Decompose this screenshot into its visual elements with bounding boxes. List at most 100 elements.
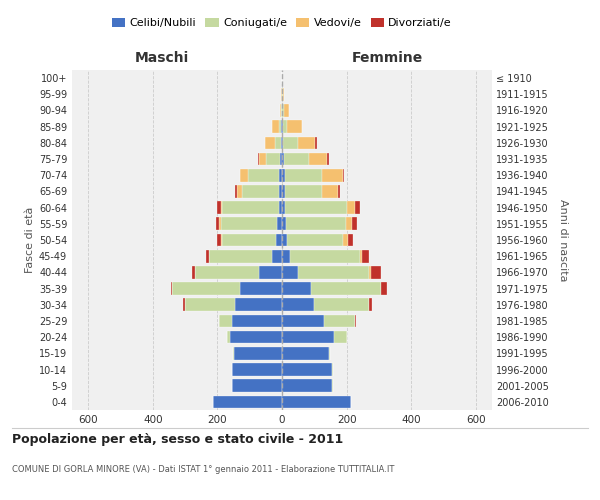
Bar [282, 136, 283, 149]
Bar [282, 152, 284, 166]
Bar [221, 234, 222, 246]
Bar [298, 266, 369, 278]
Bar [348, 234, 353, 246]
Bar [371, 266, 380, 278]
Bar [279, 202, 282, 214]
Bar [279, 185, 282, 198]
Bar [282, 298, 314, 311]
Bar [221, 218, 277, 230]
Bar [380, 282, 387, 295]
Bar [280, 104, 281, 117]
Bar [282, 234, 287, 246]
Bar [277, 218, 282, 230]
Bar [282, 120, 283, 133]
Bar [279, 169, 282, 181]
Bar [322, 185, 338, 198]
Bar [282, 282, 311, 295]
Bar [222, 234, 275, 246]
Bar [314, 298, 369, 311]
Bar [235, 298, 282, 311]
Bar [280, 152, 282, 166]
Bar [329, 347, 331, 360]
Bar [282, 250, 290, 262]
Bar [282, 314, 324, 328]
Bar [338, 185, 340, 198]
Bar [232, 314, 282, 328]
Bar [282, 169, 284, 181]
Text: Maschi: Maschi [135, 52, 189, 66]
Bar [242, 185, 279, 198]
Bar [369, 298, 373, 311]
Bar [222, 202, 279, 214]
Bar [284, 169, 322, 181]
Bar [266, 152, 280, 166]
Bar [240, 169, 248, 181]
Bar [283, 88, 284, 101]
Bar [282, 218, 286, 230]
Bar [240, 282, 282, 295]
Bar [352, 218, 357, 230]
Bar [275, 136, 281, 149]
Bar [298, 136, 315, 149]
Bar [282, 347, 329, 360]
Bar [265, 136, 275, 149]
Bar [334, 331, 347, 344]
Bar [282, 202, 285, 214]
Bar [221, 202, 222, 214]
Bar [281, 104, 282, 117]
Bar [369, 266, 371, 278]
Bar [359, 250, 362, 262]
Bar [282, 331, 334, 344]
Bar [258, 152, 259, 166]
Bar [315, 136, 317, 149]
Bar [235, 185, 237, 198]
Bar [248, 169, 279, 181]
Bar [233, 347, 282, 360]
Bar [347, 202, 355, 214]
Bar [184, 298, 185, 311]
Bar [282, 363, 332, 376]
Text: Popolazione per età, sesso e stato civile - 2011: Popolazione per età, sesso e stato civil… [12, 432, 343, 446]
Bar [322, 169, 343, 181]
Bar [216, 218, 219, 230]
Bar [219, 218, 221, 230]
Bar [272, 250, 282, 262]
Bar [279, 120, 281, 133]
Bar [237, 185, 242, 198]
Bar [259, 266, 282, 278]
Bar [212, 396, 282, 408]
Bar [324, 314, 355, 328]
Bar [327, 152, 329, 166]
Bar [217, 202, 221, 214]
Bar [227, 331, 230, 344]
Bar [206, 250, 209, 262]
Bar [217, 234, 221, 246]
Bar [281, 136, 282, 149]
Text: COMUNE DI GORLA MINORE (VA) - Dati ISTAT 1° gennaio 2011 - Elaborazione TUTTITAL: COMUNE DI GORLA MINORE (VA) - Dati ISTAT… [12, 466, 394, 474]
Bar [287, 120, 302, 133]
Bar [343, 234, 348, 246]
Bar [259, 152, 266, 166]
Legend: Celibi/Nubili, Coniugati/e, Vedovi/e, Divorziati/e: Celibi/Nubili, Coniugati/e, Vedovi/e, Di… [107, 13, 457, 32]
Bar [332, 380, 333, 392]
Bar [283, 136, 298, 149]
Bar [283, 104, 284, 117]
Bar [219, 314, 232, 328]
Text: Femmine: Femmine [352, 52, 422, 66]
Bar [282, 380, 332, 392]
Bar [282, 88, 283, 101]
Bar [284, 185, 322, 198]
Bar [232, 380, 282, 392]
Bar [272, 120, 279, 133]
Bar [281, 120, 282, 133]
Bar [195, 266, 259, 278]
Bar [232, 363, 282, 376]
Bar [172, 282, 240, 295]
Bar [355, 202, 359, 214]
Bar [285, 202, 347, 214]
Bar [275, 234, 282, 246]
Bar [343, 169, 344, 181]
Bar [191, 266, 195, 278]
Bar [286, 218, 346, 230]
Bar [362, 250, 368, 262]
